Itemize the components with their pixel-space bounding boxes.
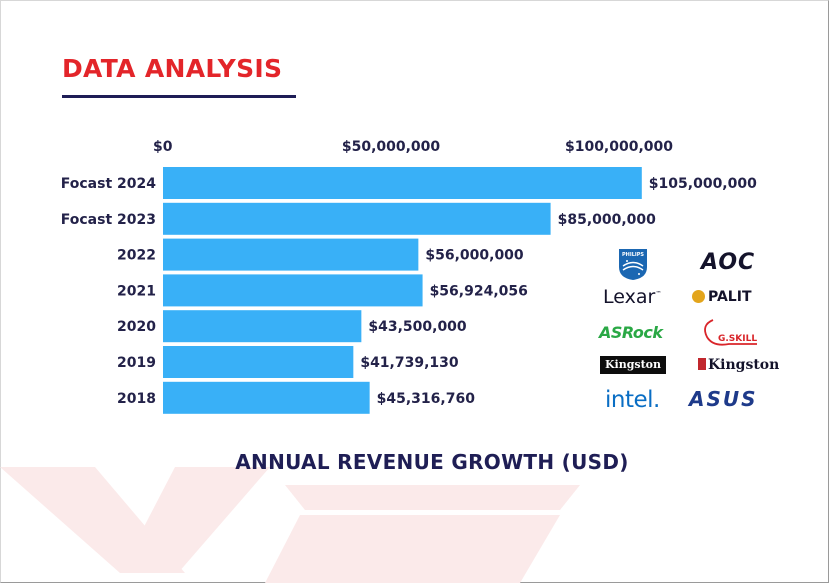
category-label: 2019 bbox=[117, 355, 156, 371]
kingston-logo-black: Kingston bbox=[600, 356, 666, 374]
data-label: $43,500,000 bbox=[368, 319, 467, 335]
data-label: $41,739,130 bbox=[360, 355, 459, 371]
palit-logo: PALIT bbox=[692, 290, 752, 304]
page-title: DATA ANALYSIS bbox=[62, 54, 283, 83]
bar bbox=[163, 202, 551, 235]
chart-title: ANNUAL REVENUE GROWTH (USD) bbox=[235, 450, 629, 474]
kingston-logo-white: Kingston bbox=[698, 358, 779, 372]
bar bbox=[163, 274, 423, 307]
intel-logo: intel. bbox=[605, 387, 660, 413]
lexar-logo: Lexar™ bbox=[603, 286, 662, 308]
category-label: 2020 bbox=[117, 319, 156, 335]
data-label: $105,000,000 bbox=[649, 176, 757, 192]
gskill-logo: G.SKILL bbox=[699, 317, 762, 349]
bar bbox=[163, 238, 419, 271]
data-label: $45,316,760 bbox=[377, 391, 476, 407]
svg-text:G.SKILL: G.SKILL bbox=[718, 334, 757, 344]
category-label: 2022 bbox=[117, 248, 156, 264]
category-label: 2021 bbox=[117, 283, 156, 299]
data-label: $56,000,000 bbox=[425, 248, 524, 264]
philips-logo: PHILIPS bbox=[618, 247, 648, 281]
category-label: Focast 2023 bbox=[61, 212, 156, 228]
bar bbox=[163, 167, 642, 199]
data-label: $56,924,056 bbox=[430, 283, 528, 299]
bar bbox=[163, 310, 362, 343]
svg-text:PHILIPS: PHILIPS bbox=[622, 252, 644, 258]
x-tick-label: $100,000,000 bbox=[565, 139, 673, 155]
aoc-logo: AOC bbox=[701, 250, 756, 275]
asus-logo: ASUS bbox=[689, 387, 758, 411]
bar bbox=[163, 346, 354, 378]
bar bbox=[163, 381, 370, 414]
category-label: Focast 2024 bbox=[61, 176, 156, 192]
x-tick-label: $50,000,000 bbox=[342, 139, 441, 155]
x-tick-label: $0 bbox=[153, 139, 173, 155]
asrock-logo: ASRock bbox=[599, 323, 663, 342]
data-label: $85,000,000 bbox=[558, 212, 657, 228]
category-label: 2018 bbox=[117, 391, 156, 407]
title-underline bbox=[62, 95, 296, 98]
watermark-logo bbox=[0, 467, 580, 583]
